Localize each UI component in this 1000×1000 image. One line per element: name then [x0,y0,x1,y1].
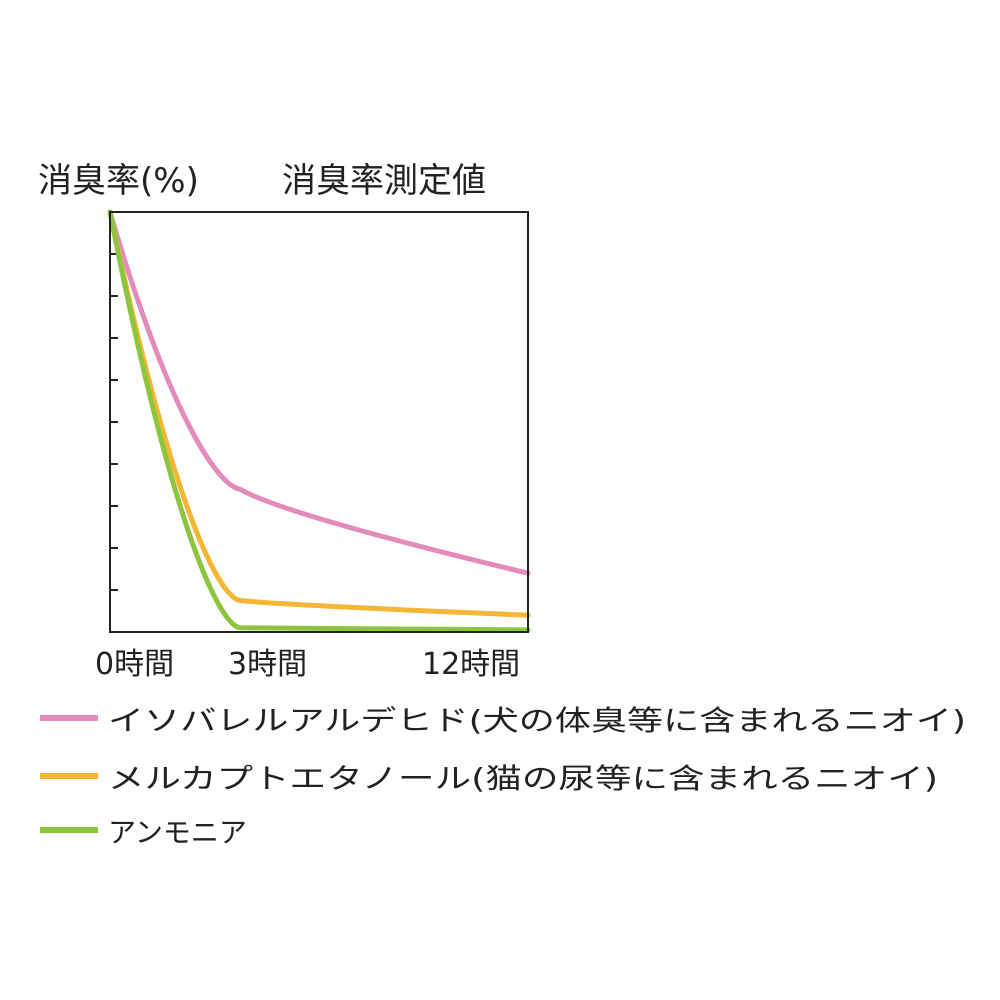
series-line-1 [107,209,531,618]
legend-label: アンモニア [108,816,247,849]
x-tick-label: 0時間 [95,647,174,682]
legend-label: イソバレルアルデヒド(犬の体臭等に含まれるニオイ) [108,704,966,737]
series-line-2 [107,209,531,633]
legend-label: メルカプトエタノール(猫の尿等に含まれるニオイ) [108,762,938,795]
series-line-0 [107,209,531,576]
y-axis-ticks [110,253,118,591]
series-layer [107,209,531,633]
legend: イソバレルアルデヒド(犬の体臭等に含まれるニオイ) メルカプトエタノール(猫の尿… [40,704,966,849]
plot-frame [109,211,529,633]
y-axis-label: 消臭率(%) [38,161,199,201]
x-tick-label: 3時間 [228,647,307,682]
x-tick-label: 12時間 [422,647,520,682]
chart-title: 消臭率測定値 [282,161,486,201]
